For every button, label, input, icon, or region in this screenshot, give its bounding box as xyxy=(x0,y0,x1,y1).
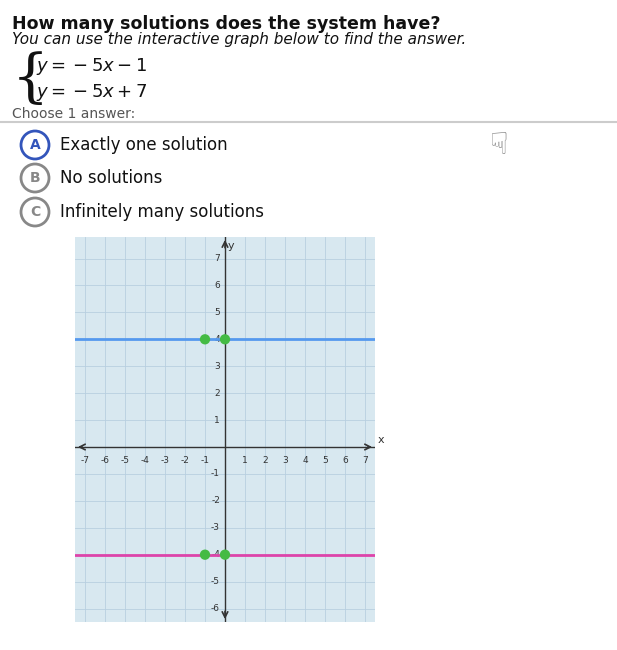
Text: 1: 1 xyxy=(214,415,220,424)
Text: 2: 2 xyxy=(214,389,220,398)
Text: 5: 5 xyxy=(214,308,220,317)
Text: 7: 7 xyxy=(362,456,368,465)
Text: -3: -3 xyxy=(160,456,170,465)
Text: B: B xyxy=(30,171,40,185)
Text: 5: 5 xyxy=(322,456,328,465)
Text: -1: -1 xyxy=(211,469,220,478)
Text: -6: -6 xyxy=(101,456,109,465)
Text: 4: 4 xyxy=(302,456,308,465)
Text: -6: -6 xyxy=(211,604,220,613)
Text: -1: -1 xyxy=(201,456,210,465)
Text: -4: -4 xyxy=(211,550,220,559)
Text: x: x xyxy=(378,435,384,445)
Text: 3: 3 xyxy=(214,362,220,370)
Text: Choose 1 answer:: Choose 1 answer: xyxy=(12,107,135,121)
Text: 2: 2 xyxy=(262,456,268,465)
Text: $y = -5x + 7$: $y = -5x + 7$ xyxy=(36,82,147,103)
Text: How many solutions does the system have?: How many solutions does the system have? xyxy=(12,15,441,33)
Text: Infinitely many solutions: Infinitely many solutions xyxy=(60,203,264,221)
Text: -7: -7 xyxy=(80,456,89,465)
Text: -5: -5 xyxy=(120,456,130,465)
Text: 4: 4 xyxy=(214,335,220,344)
Text: -5: -5 xyxy=(211,577,220,586)
Text: 6: 6 xyxy=(214,281,220,290)
Text: 1: 1 xyxy=(242,456,248,465)
Text: 6: 6 xyxy=(342,456,348,465)
Text: No solutions: No solutions xyxy=(60,169,162,187)
Point xyxy=(200,549,210,560)
Text: Exactly one solution: Exactly one solution xyxy=(60,136,228,154)
Text: C: C xyxy=(30,205,40,219)
Text: {: { xyxy=(12,52,49,108)
Point xyxy=(220,334,230,345)
Text: -2: -2 xyxy=(181,456,189,465)
Point xyxy=(220,549,230,560)
Text: 7: 7 xyxy=(214,254,220,263)
Point xyxy=(200,334,210,345)
Text: ☟: ☟ xyxy=(490,131,508,159)
Text: -2: -2 xyxy=(211,497,220,505)
Text: -3: -3 xyxy=(211,523,220,532)
Text: -4: -4 xyxy=(141,456,149,465)
Text: A: A xyxy=(30,138,40,152)
Text: $y = -5x - 1$: $y = -5x - 1$ xyxy=(36,56,147,77)
Text: 3: 3 xyxy=(282,456,288,465)
Text: You can use the interactive graph below to find the answer.: You can use the interactive graph below … xyxy=(12,32,466,47)
Text: y: y xyxy=(228,241,234,251)
